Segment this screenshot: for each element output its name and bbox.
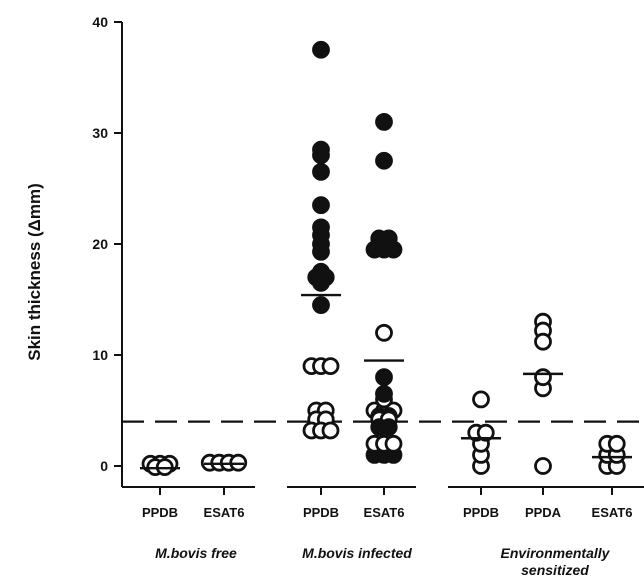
category-label: PPDA [525, 505, 562, 520]
data-point-filled [375, 113, 393, 131]
data-point-filled [312, 140, 330, 159]
data-point-open [476, 423, 495, 442]
category-label: ESAT6 [364, 505, 405, 520]
data-point-open [384, 434, 403, 453]
y-tick-label: 0 [100, 458, 108, 474]
data-point-open [607, 434, 626, 453]
y-tick-label: 10 [92, 347, 108, 363]
group-label: sensitized [521, 562, 589, 578]
data-point-filled [312, 226, 330, 245]
y-axis-title: Skin thickness (Δmm) [25, 183, 44, 361]
category-labels: PPDB ESAT6 M.bovis free PPDB ESAT6 M.bovis in… [142, 505, 633, 578]
group-label: M.bovis free [155, 545, 237, 561]
axes: 0 10 20 30 40 [92, 14, 644, 495]
category-label: ESAT6 [204, 505, 245, 520]
mean-lines [140, 293, 632, 470]
category-label: PPDB [463, 505, 499, 520]
data-point-filled [384, 240, 403, 259]
data-point-filled [312, 273, 330, 292]
data-point-filled [312, 162, 330, 181]
data-point-open [534, 457, 552, 475]
category-label: PPDB [303, 505, 339, 520]
data-point-filled [375, 368, 393, 387]
y-tick-label: 30 [92, 125, 108, 141]
data-point-filled [312, 40, 330, 59]
data-points [141, 40, 626, 477]
data-point-open [534, 332, 552, 351]
data-point-open [472, 390, 490, 409]
data-point-filled [312, 196, 330, 215]
data-point-open [375, 323, 393, 342]
category-label: PPDB [142, 505, 178, 520]
data-point-open [534, 368, 552, 387]
y-tick-label: 20 [92, 236, 108, 252]
group-label: M.bovis infected [302, 545, 412, 561]
group-label: Environmentally [501, 545, 611, 561]
y-tick-label: 40 [92, 14, 108, 30]
data-point-filled [375, 151, 393, 170]
data-point-filled [375, 384, 393, 403]
data-point-filled [379, 418, 398, 437]
category-label: ESAT6 [592, 505, 633, 520]
data-point-open [321, 421, 340, 440]
data-point-filled [312, 296, 330, 314]
data-point-open [321, 357, 340, 376]
data-point-filled [312, 242, 330, 261]
